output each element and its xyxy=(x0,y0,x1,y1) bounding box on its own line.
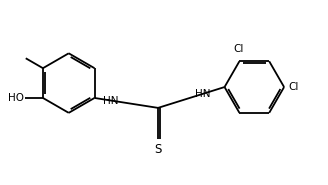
Text: HN: HN xyxy=(103,96,118,106)
Text: HN: HN xyxy=(195,90,211,100)
Text: HO: HO xyxy=(8,93,24,103)
Text: S: S xyxy=(154,143,162,156)
Text: Cl: Cl xyxy=(288,82,298,92)
Text: Cl: Cl xyxy=(233,44,244,54)
